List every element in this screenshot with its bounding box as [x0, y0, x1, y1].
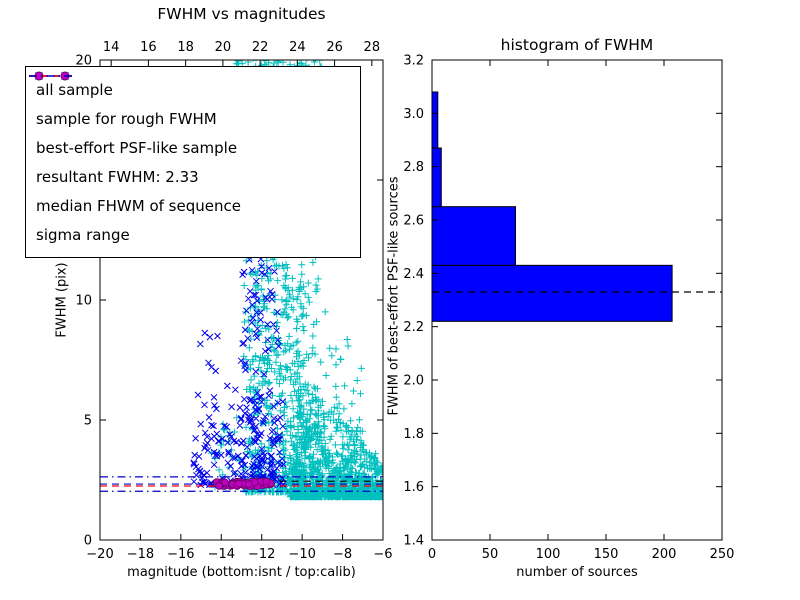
tick-label: 100: [536, 547, 561, 562]
legend-label: best-effort PSF-like sample: [36, 138, 238, 157]
right-plot-title: histogram of FWHM: [500, 36, 654, 54]
legend-label: resultant FWHM: 2.33: [36, 167, 199, 186]
tick-label: 0: [84, 534, 92, 549]
left-plot-title: FWHM vs magnitudes: [157, 5, 326, 23]
right-xaxis-label: number of sources: [516, 565, 638, 580]
right-axes-frame: [431, 59, 723, 541]
tick-label: 2.4: [403, 267, 424, 282]
tick-label: 20: [75, 54, 92, 69]
tick-label: 28: [364, 40, 381, 55]
hist-bar: [431, 147, 442, 208]
legend: all sample sample for rough FWHM best-effo…: [25, 66, 361, 258]
tick-label: 0: [428, 547, 436, 562]
tick-label: −16: [167, 547, 194, 562]
tick-label: 26: [326, 40, 343, 55]
hist-bar: [431, 264, 673, 322]
left-xaxis-label: magnitude (bottom:isnt / top:calib): [127, 565, 356, 580]
tick-label: −20: [86, 547, 113, 562]
tick-label: 3.2: [403, 54, 424, 69]
tick-label: 10: [75, 294, 92, 309]
tick-label: −6: [373, 547, 392, 562]
left-plot-area: [100, 60, 383, 501]
tick-label: 2.8: [403, 160, 424, 175]
tick-label: 18: [177, 40, 194, 55]
tick-label: 1.8: [403, 427, 424, 442]
tick-label: 16: [140, 40, 157, 55]
legend-label: median FHWM of sequence: [36, 196, 241, 215]
legend-item: resultant FWHM: 2.33: [29, 75, 350, 191]
legend-item: best-effort PSF-like sample: [34, 71, 350, 162]
tick-label: 20: [215, 40, 232, 55]
scatter-best-effort-psf-sample: [212, 477, 275, 491]
tick-label: 250: [710, 547, 735, 562]
tick-label: 22: [252, 40, 269, 55]
tick-label: 24: [289, 40, 306, 55]
hist-bar: [431, 91, 439, 149]
legend-label: sigma range: [36, 225, 130, 244]
tick-label: −18: [127, 547, 154, 562]
tick-label: 5: [84, 414, 92, 429]
legend-item: all sample: [35, 72, 350, 104]
right-yaxis-label: FWHM of best-effort PSF-like sources: [386, 176, 402, 416]
hist-bar: [431, 206, 517, 266]
tick-label: 150: [594, 547, 619, 562]
legend-label: sample for rough FWHM: [36, 109, 217, 128]
tick-label: 200: [652, 547, 677, 562]
tick-label: −12: [248, 547, 275, 562]
legend-label: all sample: [36, 80, 113, 99]
tick-label: 2.0: [403, 374, 424, 389]
tick-label: −14: [208, 547, 235, 562]
tick-label: 1.6: [403, 480, 424, 495]
tick-label: 3.0: [403, 107, 424, 122]
tick-label: 14: [103, 40, 120, 55]
tick-label: 50: [482, 547, 499, 562]
tick-label: 2.6: [403, 214, 424, 229]
tick-label: −8: [333, 547, 352, 562]
legend-item: sigma range: [29, 75, 350, 249]
legend-marker-dashdot-icon: [29, 75, 75, 77]
tick-label: −10: [288, 547, 315, 562]
left-yaxis-label: FWHM (pix): [54, 262, 70, 338]
legend-item: median FHWM of sequence: [29, 75, 350, 220]
legend-item: sample for rough FWHM: [35, 72, 350, 133]
tick-label: 1.4: [403, 534, 424, 549]
tick-label: 2.2: [403, 320, 424, 335]
